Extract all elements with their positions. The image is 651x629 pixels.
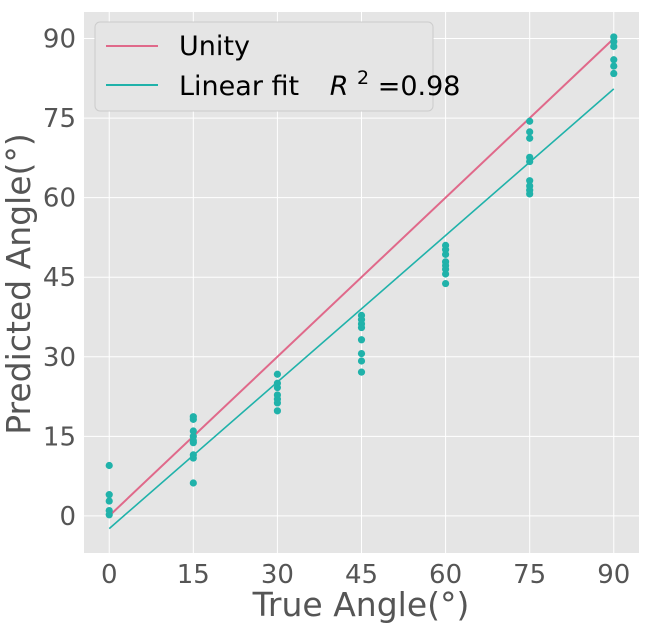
data-point (526, 134, 534, 142)
x-tick-label: 60 (429, 560, 462, 590)
data-point (273, 407, 282, 415)
y-tick-label: 60 (43, 184, 76, 214)
data-point (105, 491, 113, 499)
data-point (357, 323, 366, 332)
data-point (273, 370, 282, 378)
legend-box (94, 21, 434, 112)
data-point (357, 336, 366, 344)
y-tick-label: 90 (43, 25, 76, 55)
data-point (105, 461, 113, 470)
y-axis-ticks: 0 15 30 45 60 75 90 (43, 25, 76, 532)
data-point (189, 415, 197, 423)
data-point (189, 454, 197, 462)
y-tick-label: 15 (43, 422, 76, 452)
x-axis-label: True Angle(°) (252, 585, 470, 624)
data-point (189, 479, 197, 487)
data-point (526, 157, 534, 166)
data-point (526, 117, 534, 125)
data-point (357, 368, 366, 376)
data-point (526, 190, 534, 198)
y-axis-label: Predicted Angle(°) (0, 133, 38, 435)
data-point (273, 399, 282, 407)
y-tick-label: 75 (43, 104, 76, 134)
data-point (526, 177, 534, 185)
y-tick-label: 30 (43, 343, 76, 373)
legend-r2-exponent: 2 (357, 67, 369, 89)
y-tick-label: 45 (43, 263, 76, 293)
x-tick-label: 0 (101, 560, 118, 590)
x-tick-label: 75 (513, 560, 546, 590)
data-point (610, 62, 618, 70)
x-tick-label: 45 (345, 560, 378, 590)
data-point (357, 357, 366, 365)
data-point (357, 349, 366, 358)
legend: Unity Linear fit R 2 =0.98 (94, 21, 460, 112)
legend-r2-value: =0.98 (378, 71, 461, 102)
data-point (526, 128, 534, 136)
data-point (105, 511, 113, 519)
x-tick-label: 15 (177, 560, 210, 590)
legend-r2-symbol: R (330, 71, 349, 102)
data-point (441, 270, 450, 278)
data-points (105, 33, 618, 519)
data-point (610, 42, 618, 51)
x-tick-label: 90 (597, 560, 630, 590)
x-tick-label: 30 (261, 560, 294, 590)
data-point (441, 250, 450, 258)
data-point (105, 497, 113, 505)
data-point (610, 69, 618, 78)
data-point (189, 439, 197, 447)
data-point (610, 56, 618, 64)
y-tick-label: 0 (59, 502, 76, 532)
legend-fit-name: Linear fit (179, 71, 299, 102)
legend-fit-label: Linear fit R 2 =0.98 (179, 60, 460, 102)
data-point (189, 427, 197, 435)
data-point (441, 279, 450, 288)
legend-unity-label: Unity (179, 31, 250, 62)
x-axis-ticks: 0 15 30 45 60 75 90 (101, 560, 630, 590)
data-point (273, 383, 282, 392)
